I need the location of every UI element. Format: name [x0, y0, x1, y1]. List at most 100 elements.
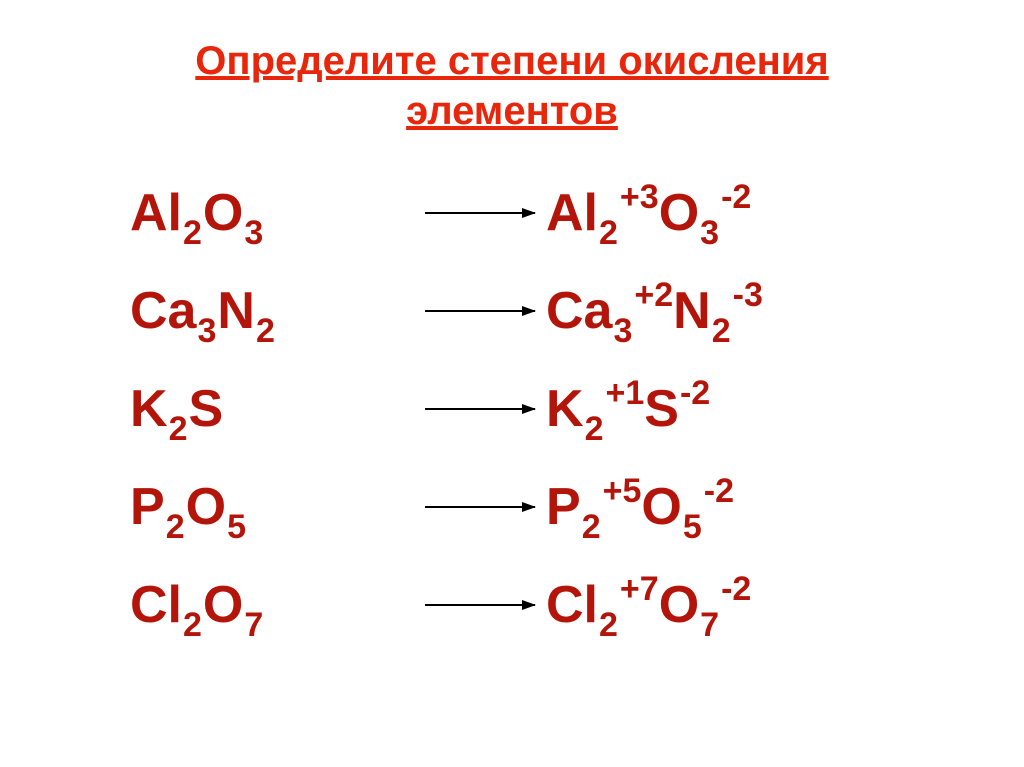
element: Cl2+7: [546, 579, 659, 631]
chemical-formula: Al2O3: [130, 187, 264, 239]
element: Ca3: [130, 285, 217, 337]
element: Al2: [130, 187, 203, 239]
superscript: +7: [620, 572, 659, 606]
formula-row: P2O5P2+5O5-2: [130, 458, 1024, 556]
formula-left: K2S: [130, 383, 420, 435]
chemical-formula: Ca3N2: [130, 285, 276, 337]
subscript: 7: [700, 608, 719, 642]
chemical-formula: Cl2O7: [130, 579, 264, 631]
superscript: +1: [605, 376, 644, 410]
element: P2: [130, 481, 186, 533]
subscript: 7: [244, 608, 263, 642]
formula-right: Al2+3O3-2: [540, 187, 751, 239]
formula-row: K2SK2+1S-2: [130, 360, 1024, 458]
superscript: +3: [620, 180, 659, 214]
superscript: -2: [680, 376, 710, 410]
chemical-formula: K2+1S-2: [546, 383, 710, 435]
arrow: [420, 408, 540, 409]
subscript: 2: [585, 412, 604, 446]
element: O3: [203, 187, 264, 239]
subscript: 2: [183, 608, 202, 642]
element: S: [188, 383, 223, 435]
element: O7: [203, 579, 264, 631]
subscript: 2: [166, 510, 185, 544]
chemical-formula: Cl2+7O7-2: [546, 579, 751, 631]
element: O7-2: [659, 579, 752, 631]
element-symbol: Ca: [546, 285, 612, 337]
superscript: +2: [634, 278, 673, 312]
formula-left: P2O5: [130, 481, 420, 533]
element-symbol: Al: [546, 187, 598, 239]
element-symbol: S: [188, 383, 223, 435]
formula-left: Al2O3: [130, 187, 420, 239]
formula-right: Ca3+2N2-3: [540, 285, 763, 337]
subscript: 5: [683, 510, 702, 544]
element-symbol: O: [203, 187, 243, 239]
subscript: 3: [197, 314, 216, 348]
formula-row: Cl2O7Cl2+7O7-2: [130, 556, 1024, 654]
element: O5-2: [641, 481, 734, 533]
chemical-formula: Al2+3O3-2: [546, 187, 751, 239]
chemical-formula: K2S: [130, 383, 223, 435]
element-symbol: N: [217, 285, 255, 337]
element-symbol: K: [546, 383, 584, 435]
superscript: -2: [704, 474, 734, 508]
arrow: [420, 212, 540, 213]
arrow-icon: [425, 212, 535, 213]
element: N2: [217, 285, 275, 337]
element-symbol: Cl: [130, 579, 182, 631]
superscript: -2: [721, 180, 751, 214]
arrow-icon: [425, 310, 535, 311]
subscript: 2: [582, 510, 601, 544]
subscript: 2: [256, 314, 275, 348]
element: Cl2: [130, 579, 203, 631]
formula-right: Cl2+7O7-2: [540, 579, 751, 631]
arrow: [420, 604, 540, 605]
arrow-icon: [425, 506, 535, 507]
slide: Определите степени окисления элементов A…: [0, 0, 1024, 767]
formula-row: Ca3N2Ca3+2N2-3: [130, 262, 1024, 360]
superscript: +5: [603, 474, 642, 508]
element: Al2+3: [546, 187, 659, 239]
subscript: 2: [599, 608, 618, 642]
subscript: 3: [613, 314, 632, 348]
subscript: 2: [712, 314, 731, 348]
formula-left: Ca3N2: [130, 285, 420, 337]
element-symbol: O: [203, 579, 243, 631]
formula-row: Al2O3Al2+3O3-2: [130, 164, 1024, 262]
superscript: -3: [733, 278, 763, 312]
subscript: 3: [244, 216, 263, 250]
element-symbol: O: [659, 579, 699, 631]
chemical-formula: P2O5: [130, 481, 247, 533]
formula-left: Cl2O7: [130, 579, 420, 631]
element-symbol: O: [659, 187, 699, 239]
slide-title: Определите степени окисления элементов: [0, 36, 1024, 136]
element-symbol: N: [673, 285, 711, 337]
element: K2+1: [546, 383, 644, 435]
element-symbol: O: [641, 481, 681, 533]
formula-right: K2+1S-2: [540, 383, 710, 435]
subscript: 2: [169, 412, 188, 446]
element: S-2: [644, 383, 710, 435]
element-symbol: Cl: [546, 579, 598, 631]
element-symbol: P: [546, 481, 581, 533]
element: P2+5: [546, 481, 641, 533]
chemical-formula: P2+5O5-2: [546, 481, 734, 533]
element-symbol: Al: [130, 187, 182, 239]
chemical-formula: Ca3+2N2-3: [546, 285, 763, 337]
element-symbol: P: [130, 481, 165, 533]
element: O3-2: [659, 187, 752, 239]
element-symbol: S: [644, 383, 679, 435]
arrow-icon: [425, 408, 535, 409]
element: Ca3+2: [546, 285, 673, 337]
element-symbol: O: [186, 481, 226, 533]
element: K2: [130, 383, 188, 435]
element-symbol: Ca: [130, 285, 196, 337]
title-line-2: элементов: [406, 89, 618, 133]
subscript: 2: [599, 216, 618, 250]
title-line-1: Определите степени окисления: [195, 39, 828, 83]
formula-right: P2+5O5-2: [540, 481, 734, 533]
arrow: [420, 506, 540, 507]
subscript: 2: [183, 216, 202, 250]
arrow-icon: [425, 604, 535, 605]
